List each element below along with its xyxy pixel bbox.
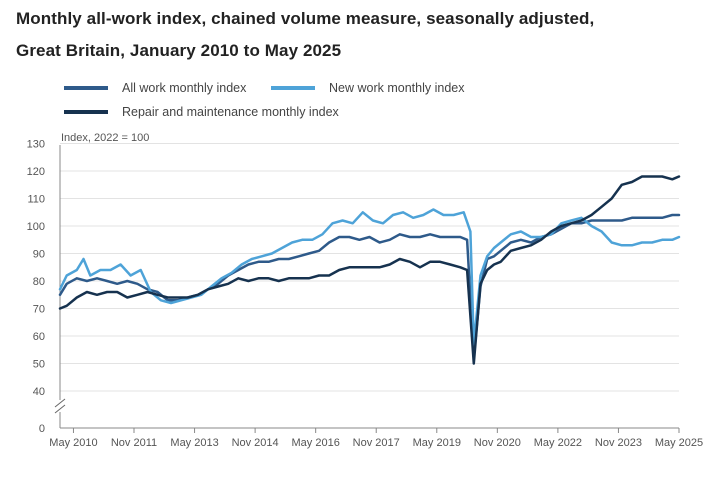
legend-swatch (271, 86, 315, 90)
chart-title: Monthly all-work index, chained volume m… (16, 9, 595, 28)
legend-item-all-work: All work monthly index (64, 81, 246, 95)
series-lines (58, 175, 681, 365)
legend-label: New work monthly index (329, 81, 465, 95)
gridlines (60, 143, 679, 392)
axis-break-mark (54, 398, 66, 408)
axis-break-gap (52, 400, 68, 412)
legend-item-repair-maintenance: Repair and maintenance monthly index (64, 105, 339, 119)
y-tick-label: 100 (27, 221, 45, 233)
y-tick-label: 120 (27, 166, 45, 178)
series-line-2 (58, 208, 681, 346)
x-tick-label: Nov 2020 (474, 437, 521, 449)
y-axis-label: Index, 2022 = 100 (61, 132, 149, 144)
y-tick-label: 70 (33, 304, 45, 316)
x-tick-label: Nov 2014 (232, 437, 279, 449)
legend-label: All work monthly index (122, 81, 247, 95)
legend-label: Repair and maintenance monthly index (122, 105, 339, 119)
x-tick-label: Nov 2017 (353, 437, 400, 449)
x-tick-label: Nov 2011 (111, 437, 157, 449)
y-tick-labels: 0 40 50 60 70 80 90 100 110 120 130 (27, 139, 45, 436)
series-line-3 (58, 175, 681, 365)
y-tick-label: 80 (33, 276, 45, 288)
y-tick-label: 130 (27, 139, 45, 151)
x-tick-label: May 2025 (655, 437, 703, 449)
y-tick-label: 110 (27, 194, 45, 206)
axes (52, 145, 679, 429)
axis-break-mark (54, 404, 66, 414)
chart-subtitle: Great Britain, January 2010 to May 2025 (16, 41, 342, 60)
y-tick-label: 50 (33, 359, 45, 371)
x-tick-label: May 2022 (534, 437, 582, 449)
x-tick-label: May 2016 (292, 437, 340, 449)
legend-swatch (64, 110, 108, 114)
x-tick-labels: May 2010 Nov 2011 May 2013 Nov 2014 May 2016… (49, 428, 703, 449)
y-tick-label: 0 (39, 423, 45, 435)
x-tick-label: May 2010 (49, 437, 97, 449)
x-tick-label: May 2013 (170, 437, 218, 449)
legend-swatch (64, 86, 108, 90)
x-tick-label: May 2019 (413, 437, 461, 449)
y-tick-label: 40 (33, 386, 45, 398)
legend-item-new-work: New work monthly index (271, 81, 464, 95)
y-tick-label: 90 (33, 249, 45, 261)
y-tick-label: 60 (33, 331, 45, 343)
series-line-1 (58, 213, 681, 360)
x-tick-label: Nov 2023 (595, 437, 642, 449)
